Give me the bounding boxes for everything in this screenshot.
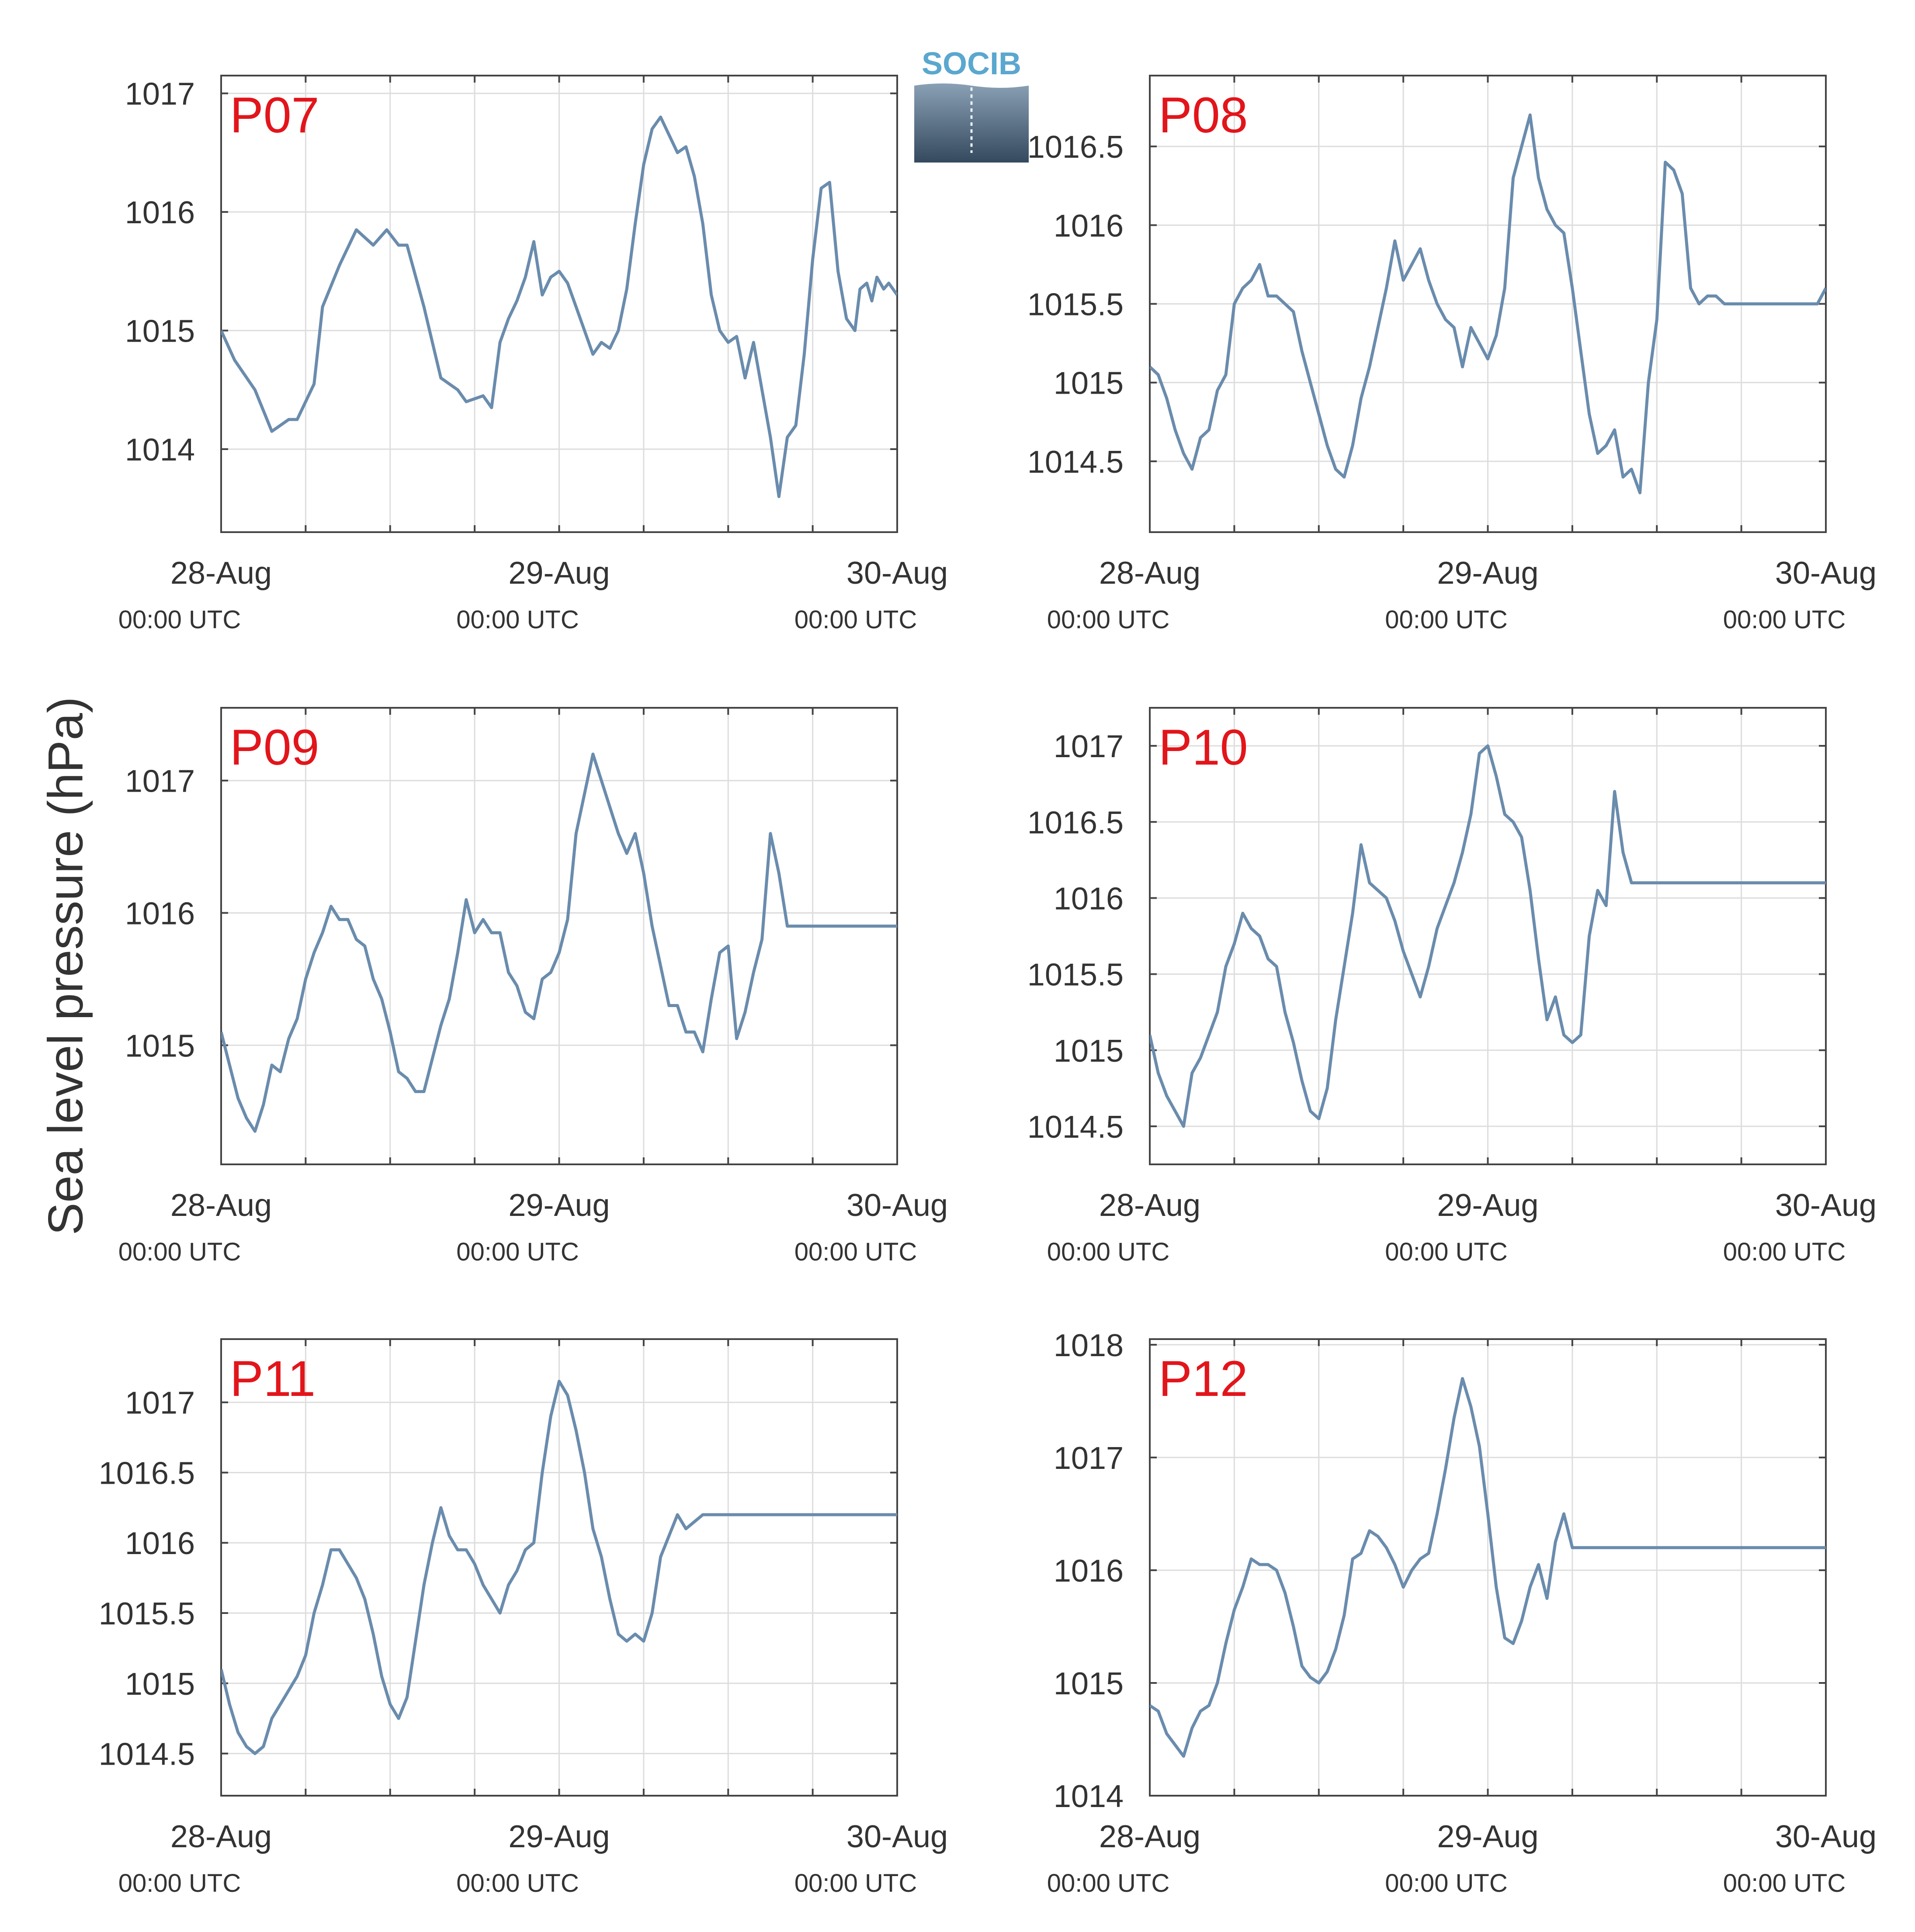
x-tick-label: 28-Aug [170,1819,272,1854]
panel-label: P12 [1159,1351,1248,1407]
x-tick-sublabel: 00:00 UTC [456,1869,579,1897]
y-tick-label: 1017 [125,77,195,112]
y-tick-label: 1014 [125,433,195,467]
x-tick-label: 28-Aug [1099,1819,1200,1854]
x-tick-label: 30-Aug [846,1188,948,1223]
socib-logo-text: SOCIB [922,48,1021,81]
x-tick-sublabel: 00:00 UTC [118,1238,241,1266]
y-tick-label: 1014.5 [1027,445,1124,480]
y-tick-label: 1015 [125,1667,195,1702]
x-tick-sublabel: 00:00 UTC [1047,1238,1169,1266]
y-tick-label: 1017 [1054,729,1124,764]
x-tick-sublabel: 00:00 UTC [794,606,917,634]
series-line [221,1380,897,1755]
y-tick-label: 1016 [125,195,195,230]
y-tick-label: 1015 [1054,1034,1124,1069]
panel-label: P09 [230,720,319,776]
y-tick-label: 1015 [125,314,195,349]
x-tick-label: 30-Aug [1775,1188,1877,1223]
subplot-p08: 1014.5 1015 1015.5 1016 1016.5 28-Aug 00:00 UT… [1027,75,1877,634]
y-tick-label: 1016 [1054,208,1124,243]
y-tick-label: 1014 [1054,1779,1124,1814]
y-tick-label: 1017 [125,1386,195,1421]
subplot-p07: 1014 1015 1016 1017 28-Aug 00:00 UTC 29-Aug 00:… [118,75,948,634]
panel-label: P07 [230,87,319,143]
y-tick-label: 1016 [1054,1554,1124,1589]
panel-label: P08 [1159,87,1248,143]
subplot-p09: 1015 1016 1017 28-Aug 00:00 UTC 29-Aug 00:00 U… [118,707,948,1266]
series-line [221,752,897,1133]
y-tick-label: 1017 [125,764,195,799]
x-tick-sublabel: 00:00 UTC [794,1869,917,1897]
y-tick-label: 1015 [1054,1666,1124,1701]
y-tick-label: 1017 [1054,1441,1124,1476]
x-tick-label: 29-Aug [508,556,610,591]
series-line [1150,744,1826,1128]
y-tick-label: 1015.5 [1027,287,1124,322]
x-tick-label: 28-Aug [1099,556,1200,591]
x-tick-label: 30-Aug [846,1819,948,1854]
y-tick-label: 1015.5 [99,1596,195,1631]
y-tick-label: 1014.5 [99,1737,195,1772]
x-tick-label: 28-Aug [170,556,272,591]
x-tick-label: 30-Aug [1775,1819,1877,1854]
x-tick-sublabel: 00:00 UTC [118,606,241,634]
x-tick-label: 28-Aug [1099,1188,1200,1223]
y-tick-label: 1015 [1054,366,1124,401]
x-tick-sublabel: 00:00 UTC [794,1238,917,1266]
x-tick-sublabel: 00:00 UTC [456,606,579,634]
y-tick-label: 1016.5 [99,1456,195,1491]
series-line [221,115,897,499]
x-tick-label: 29-Aug [1437,1819,1538,1854]
socib-logo: SOCIB [914,48,1029,163]
x-tick-label: 29-Aug [508,1188,610,1223]
x-tick-label: 29-Aug [508,1819,610,1854]
x-tick-label: 29-Aug [1437,1188,1538,1223]
subplot-p12: 1014 1015 1016 1017 1018 28-Aug 00:00 UTC 29-Au… [1047,1328,1877,1897]
x-tick-sublabel: 00:00 UTC [1047,606,1169,634]
x-tick-sublabel: 00:00 UTC [1723,1869,1846,1897]
series-line [1150,1377,1826,1758]
x-tick-label: 30-Aug [1775,556,1877,591]
panel-label: P11 [230,1351,316,1407]
x-tick-sublabel: 00:00 UTC [1385,1238,1507,1266]
y-tick-label: 1018 [1054,1328,1124,1363]
x-tick-sublabel: 00:00 UTC [1385,1869,1507,1897]
y-tick-label: 1015.5 [1027,958,1124,993]
y-tick-label: 1016 [125,896,195,931]
x-tick-sublabel: 00:00 UTC [456,1238,579,1266]
subplot-p10: 1014.5 1015 1015.5 1016 1016.5 1017 28-Aug 00:0… [1027,707,1877,1266]
x-tick-label: 28-Aug [170,1188,272,1223]
x-tick-sublabel: 00:00 UTC [1047,1869,1169,1897]
series-line [1150,113,1826,495]
y-tick-label: 1016.5 [1027,805,1124,840]
y-tick-label: 1016 [125,1526,195,1561]
x-tick-sublabel: 00:00 UTC [1723,606,1846,634]
x-tick-sublabel: 00:00 UTC [118,1869,241,1897]
y-tick-label: 1014.5 [1027,1110,1124,1145]
panel-label: P10 [1159,720,1248,776]
y-tick-label: 1016 [1054,881,1124,916]
x-tick-label: 29-Aug [1437,556,1538,591]
x-tick-label: 30-Aug [846,556,948,591]
y-tick-label: 1015 [125,1028,195,1063]
shared-y-axis-label: Sea level pressure (hPa) [38,696,93,1236]
x-tick-sublabel: 00:00 UTC [1385,606,1507,634]
x-tick-sublabel: 00:00 UTC [1723,1238,1846,1266]
subplot-p11: 1014.5 1015 1015.5 1016 1016.5 1017 28-Aug 00:0… [99,1338,948,1897]
y-tick-label: 1016.5 [1027,130,1124,165]
